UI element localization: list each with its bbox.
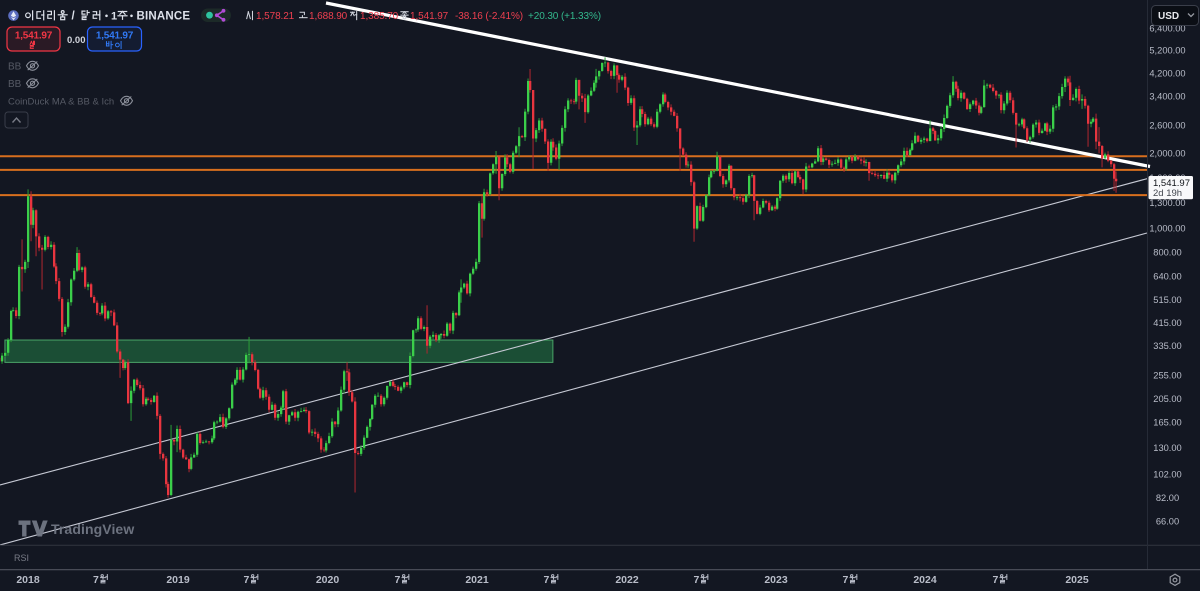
svg-text:CoinDuck MA & BB & Ich: CoinDuck MA & BB & Ich xyxy=(8,97,114,108)
svg-text:640.00: 640.00 xyxy=(1153,271,1181,281)
svg-text:7: 7 xyxy=(244,574,250,586)
svg-text:3,400.00: 3,400.00 xyxy=(1149,91,1185,101)
svg-text:1,578.21: 1,578.21 xyxy=(256,11,295,22)
svg-text:1,688.90: 1,688.90 xyxy=(309,11,348,22)
svg-text:2d 19h: 2d 19h xyxy=(1153,188,1182,199)
svg-text:66.00: 66.00 xyxy=(1156,516,1179,526)
svg-text:7: 7 xyxy=(694,574,700,586)
svg-text:2023: 2023 xyxy=(764,574,788,586)
svg-text:RSI: RSI xyxy=(14,553,29,563)
svg-text:6,400.00: 6,400.00 xyxy=(1149,23,1185,33)
svg-text:130.00: 130.00 xyxy=(1153,443,1181,453)
svg-text:2021: 2021 xyxy=(465,574,489,586)
svg-text:102.00: 102.00 xyxy=(1153,469,1181,479)
svg-text:2024: 2024 xyxy=(913,574,937,586)
svg-text:2018: 2018 xyxy=(16,574,40,586)
svg-text:415.00: 415.00 xyxy=(1153,318,1181,328)
svg-text:800.00: 800.00 xyxy=(1153,247,1181,257)
svg-text:82.00: 82.00 xyxy=(1156,493,1179,503)
svg-text:TradingView: TradingView xyxy=(51,521,134,537)
svg-text:0.00: 0.00 xyxy=(67,35,86,46)
svg-text:BINANCE: BINANCE xyxy=(137,10,191,22)
svg-text:USD: USD xyxy=(1158,11,1179,22)
svg-text:255.00: 255.00 xyxy=(1153,371,1181,381)
svg-text:+20.30 (+1.33%): +20.30 (+1.33%) xyxy=(528,11,601,22)
svg-text:1,541.97: 1,541.97 xyxy=(15,31,53,42)
svg-text:BB: BB xyxy=(8,79,22,90)
svg-text:165.00: 165.00 xyxy=(1153,418,1181,428)
svg-text:335.00: 335.00 xyxy=(1153,341,1181,351)
svg-text:7: 7 xyxy=(993,574,999,586)
svg-text:7: 7 xyxy=(93,574,99,586)
svg-text:1,000.00: 1,000.00 xyxy=(1149,223,1185,233)
svg-text:-38.16 (-2.41%): -38.16 (-2.41%) xyxy=(455,11,523,22)
svg-text:/: / xyxy=(72,10,76,22)
svg-text:515.00: 515.00 xyxy=(1153,295,1181,305)
svg-text:1,541.97: 1,541.97 xyxy=(410,11,449,22)
svg-text:1,541.97: 1,541.97 xyxy=(96,31,134,42)
svg-text:5,200.00: 5,200.00 xyxy=(1149,45,1185,55)
svg-text:2,600.00: 2,600.00 xyxy=(1149,120,1185,130)
svg-text:7: 7 xyxy=(395,574,401,586)
svg-text:2,000.00: 2,000.00 xyxy=(1149,149,1185,159)
svg-text:2019: 2019 xyxy=(166,574,190,586)
svg-text:2022: 2022 xyxy=(615,574,639,586)
svg-text:7: 7 xyxy=(843,574,849,586)
svg-text:2020: 2020 xyxy=(316,574,340,586)
svg-text:2025: 2025 xyxy=(1065,574,1089,586)
svg-text:7: 7 xyxy=(544,574,550,586)
svg-text:BB: BB xyxy=(8,62,22,73)
svg-text:1: 1 xyxy=(111,10,117,22)
svg-text:205.00: 205.00 xyxy=(1153,394,1181,404)
svg-text:1,541.97: 1,541.97 xyxy=(1153,178,1190,189)
svg-text:4,200.00: 4,200.00 xyxy=(1149,68,1185,78)
svg-text:1,385.70: 1,385.70 xyxy=(360,11,399,22)
svg-text:1,300.00: 1,300.00 xyxy=(1149,198,1185,208)
